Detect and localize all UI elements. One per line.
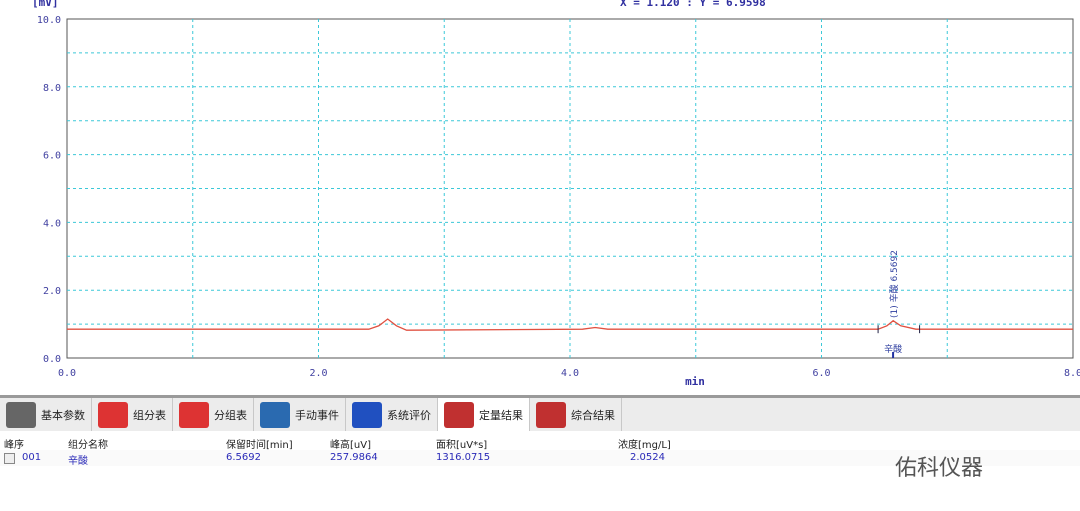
x-tick-label: 4.0 (561, 368, 579, 379)
col-ret-time[interactable]: 保留时间[min] (226, 440, 293, 451)
peak-marker-label: 辛酸 (884, 343, 902, 355)
tab-0[interactable]: 基本参数 (0, 398, 92, 431)
signal-trace (67, 318, 1073, 331)
table-icon (179, 401, 209, 428)
computer-icon (352, 401, 382, 428)
chromatogram-chart: 0.0 2.0 4.0 6.0 8.0 0.0 2.0 4.0 6.0 8.0 10.0 min [mV… (32, 0, 1080, 388)
tools-icon (6, 401, 36, 428)
col-area[interactable]: 面积[uV*s] (436, 440, 488, 451)
tab-2[interactable]: 分组表 (173, 398, 254, 431)
cell-ret-time: 6.5692 (226, 452, 261, 463)
bar-chart-icon (536, 401, 566, 428)
y-axis-unit: [mV] (32, 0, 59, 9)
tab-label: 分组表 (214, 408, 247, 422)
table-icon (98, 401, 128, 428)
tab-label: 手动事件 (295, 408, 339, 422)
cell-peak-no: 001 (22, 452, 42, 463)
y-tick-label: 6.0 (43, 151, 61, 162)
tab-label: 组分表 (133, 408, 166, 422)
tab-5[interactable]: 定量结果 (438, 398, 530, 431)
peak-annotation: (1) 辛酸 6.5692 (888, 250, 900, 318)
watermark: 佑科仪器 (895, 456, 984, 481)
cursor-readout: X = 1.120 : Y = 6.9598 (620, 0, 766, 9)
x-tick-label: 2.0 (309, 368, 327, 379)
tab-label: 定量结果 (479, 408, 523, 422)
col-height[interactable]: 峰高[uV] (330, 440, 371, 451)
col-peak-no[interactable]: 峰序 (4, 440, 24, 451)
y-tick-label: 10.0 (37, 15, 61, 26)
y-tick-label: 8.0 (43, 83, 61, 94)
tab-label: 系统评价 (387, 408, 431, 422)
cell-conc: 2.0524 (630, 452, 665, 463)
x-tick-label: 0.0 (58, 368, 76, 379)
col-name[interactable]: 组分名称 (68, 440, 108, 451)
col-conc[interactable]: 浓度[mg/L] (618, 440, 671, 451)
clock-icon (260, 401, 290, 428)
cell-name: 辛酸 (68, 456, 88, 467)
x-tick-label: 8.0 (1064, 368, 1080, 379)
row-checkbox[interactable] (4, 453, 15, 464)
tab-label: 综合结果 (571, 408, 615, 422)
cell-height: 257.9864 (330, 452, 378, 463)
y-tick-label: 4.0 (43, 218, 61, 229)
tab-1[interactable]: 组分表 (92, 398, 173, 431)
bar-chart-icon (444, 401, 474, 428)
tab-6[interactable]: 综合结果 (530, 398, 622, 431)
table-header: 峰序 组分名称 保留时间[min] 峰高[uV] 面积[uV*s] 浓度[mg/… (0, 434, 1080, 451)
cell-area: 1316.0715 (436, 452, 491, 463)
y-tick-label: 0.0 (43, 354, 61, 365)
x-tick-label: 6.0 (812, 368, 830, 379)
tab-3[interactable]: 手动事件 (254, 398, 346, 431)
tab-label: 基本参数 (41, 408, 85, 422)
tab-bar: 基本参数 组分表 分组表 手动事件 系统评价 定量结果 综合结果 (0, 395, 1080, 431)
y-tick-label: 2.0 (43, 286, 61, 297)
tab-4[interactable]: 系统评价 (346, 398, 438, 431)
x-axis-label: min (685, 375, 705, 388)
results-table: 峰序 组分名称 保留时间[min] 峰高[uV] 面积[uV*s] 浓度[mg/… (0, 434, 1080, 467)
table-row[interactable]: 001 辛酸 6.5692 257.9864 1316.0715 2.0524 (0, 450, 1080, 467)
